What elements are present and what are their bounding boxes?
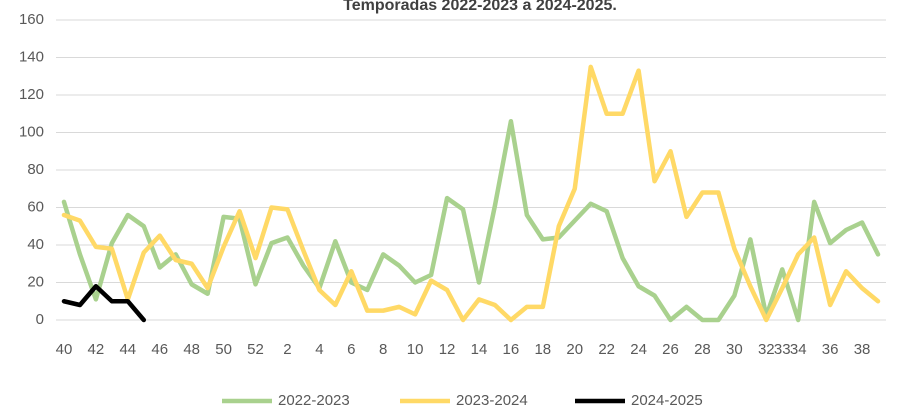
x-tick-label: 33	[774, 341, 791, 358]
x-tick-label: 2	[283, 341, 291, 358]
x-tick-label: 26	[662, 341, 679, 358]
y-tick-label: 120	[19, 86, 44, 103]
x-tick-label: 48	[183, 341, 200, 358]
y-tick-label: 100	[19, 123, 44, 140]
y-tick-label: 140	[19, 48, 44, 65]
x-tick-label: 32	[758, 341, 775, 358]
x-tick-label: 14	[471, 341, 488, 358]
x-tick-label: 34	[790, 341, 807, 358]
legend-label: 2023-2024	[456, 392, 528, 409]
series-line	[61, 64, 881, 323]
x-tick-label: 46	[151, 341, 168, 358]
x-tick-label: 18	[534, 341, 551, 358]
legend-label: 2022-2023	[278, 392, 350, 409]
x-tick-label: 12	[439, 341, 456, 358]
x-tick-label: 40	[56, 341, 73, 358]
y-tick-label: 40	[27, 236, 44, 253]
x-tick-label: 28	[694, 341, 711, 358]
series-line	[61, 284, 147, 323]
x-tick-label: 8	[379, 341, 387, 358]
y-tick-label: 0	[36, 311, 44, 328]
x-tick-label: 50	[215, 341, 232, 358]
y-tick-label: 160	[19, 11, 44, 28]
x-tick-label: 20	[566, 341, 583, 358]
x-tick-label: 4	[315, 341, 323, 358]
x-tick-label: 6	[347, 341, 355, 358]
x-tick-label: 52	[247, 341, 264, 358]
chart-title: Temporadas 2022-2023 a 2024-2025.	[343, 0, 617, 14]
x-tick-label: 22	[598, 341, 615, 358]
x-tick-label: 36	[822, 341, 839, 358]
x-tick-label: 30	[726, 341, 743, 358]
series-line	[61, 119, 881, 323]
y-tick-label: 20	[27, 273, 44, 290]
y-tick-label: 60	[27, 198, 44, 215]
legend-label: 2024-2025	[631, 392, 703, 409]
x-tick-label: 24	[630, 341, 647, 358]
x-tick-label: 16	[503, 341, 520, 358]
x-tick-label: 10	[407, 341, 424, 358]
x-tick-label: 38	[854, 341, 871, 358]
y-tick-label: 80	[27, 161, 44, 178]
x-tick-label: 44	[119, 341, 136, 358]
x-tick-label: 42	[88, 341, 105, 358]
